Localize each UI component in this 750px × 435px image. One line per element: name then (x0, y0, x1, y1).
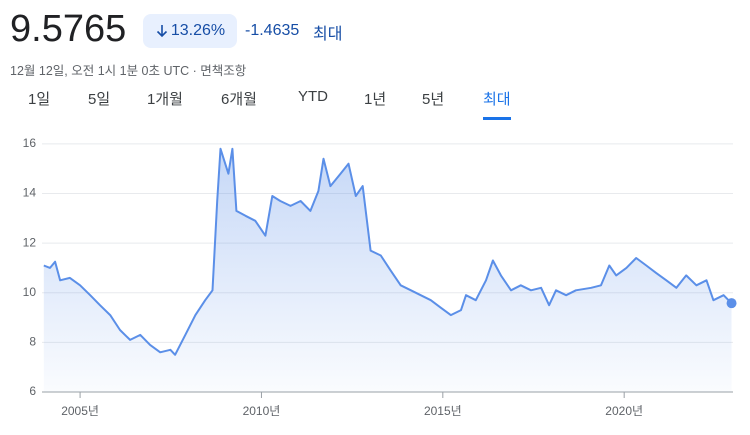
range-tab[interactable]: 5년 (422, 91, 445, 108)
price: 9.5765 (10, 8, 127, 50)
change-percent: 13.26% (170, 22, 226, 39)
change: -1.4635 (245, 22, 300, 39)
down-arrow (156, 25, 167, 38)
y-tick-label: 12 (23, 235, 37, 249)
y-tick-label: 14 (23, 186, 37, 200)
x-tick-label: 2010년 (243, 404, 281, 418)
range-label: 최대 (313, 26, 343, 43)
end-point (726, 298, 737, 309)
change-badge: 13.26% (143, 14, 237, 48)
range-tab[interactable]: 1년 (364, 91, 387, 108)
range-tab[interactable]: 1일 (28, 91, 51, 108)
y-tick-label: 16 (23, 136, 37, 150)
range-tab[interactable]: 6개월 (221, 91, 257, 108)
y-tick-label: 10 (23, 285, 37, 299)
y-tick-label: 6 (29, 384, 36, 398)
range-tab[interactable]: 최대 (483, 88, 511, 120)
x-tick-label: 2005년 (61, 404, 99, 418)
range-tab[interactable]: 1개월 (147, 91, 183, 108)
area (43, 148, 732, 392)
line (43, 147, 733, 356)
y-tick-label: 8 (29, 335, 36, 349)
range-tab[interactable]: 5일 (88, 91, 111, 108)
x-tick-label: 2020년 (605, 404, 643, 418)
range-tab[interactable]: YTD (298, 88, 328, 105)
x-tick-label: 2015년 (424, 404, 462, 418)
timestamp: 12월 12일, 오전 1시 1분 0초 UTC · 면책조항 (10, 64, 247, 78)
